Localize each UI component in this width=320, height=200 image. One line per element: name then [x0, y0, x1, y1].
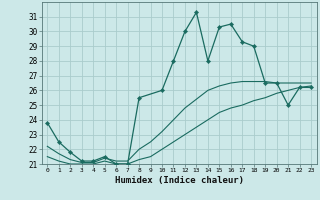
X-axis label: Humidex (Indice chaleur): Humidex (Indice chaleur) [115, 176, 244, 185]
